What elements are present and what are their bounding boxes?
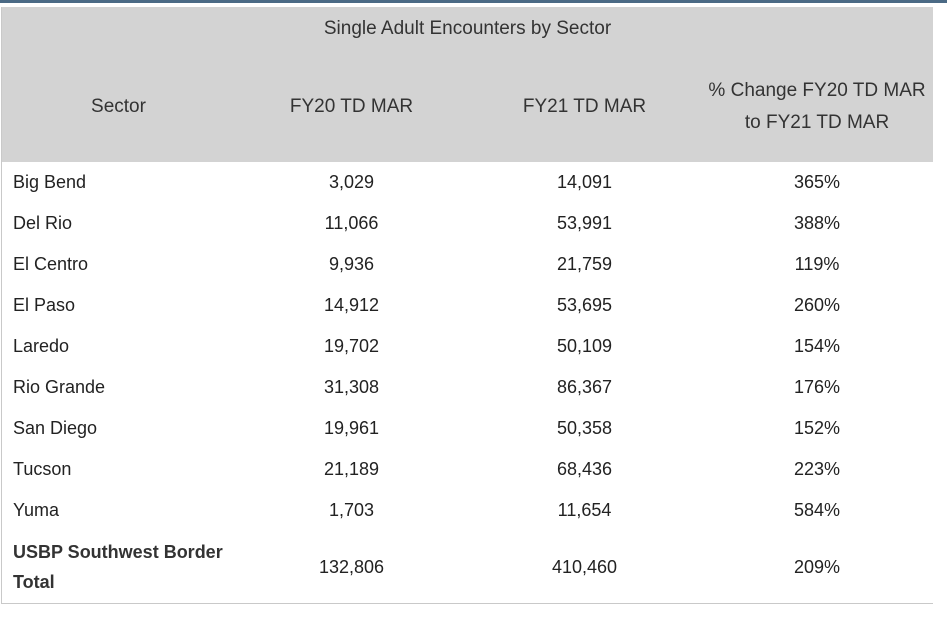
sector-name-cell: Big Bend (2, 162, 235, 203)
fy20-value-cell: 132,806 (235, 531, 468, 603)
fy20-value-cell: 31,308 (235, 367, 468, 408)
sector-name-cell: Tucson (2, 449, 235, 490)
pct-change-cell: 119% (701, 244, 934, 285)
table-row: Rio Grande 31,308 86,367 176% (2, 367, 934, 408)
sector-name-cell: San Diego (2, 408, 235, 449)
pct-change-cell: 388% (701, 203, 934, 244)
sector-name-cell: Rio Grande (2, 367, 235, 408)
fy20-value-cell: 14,912 (235, 285, 468, 326)
fy20-value-cell: 9,936 (235, 244, 468, 285)
fy21-value-cell: 11,654 (468, 490, 701, 531)
table-row: El Paso 14,912 53,695 260% (2, 285, 934, 326)
fy21-value-cell: 50,358 (468, 408, 701, 449)
table-row: Del Rio 11,066 53,991 388% (2, 203, 934, 244)
fy21-value-cell: 21,759 (468, 244, 701, 285)
sector-name-cell: El Centro (2, 244, 235, 285)
table-row: El Centro 9,936 21,759 119% (2, 244, 934, 285)
fy20-value-cell: 11,066 (235, 203, 468, 244)
header-sector: Sector (2, 51, 235, 162)
pct-change-cell: 365% (701, 162, 934, 203)
pct-change-cell: 176% (701, 367, 934, 408)
sector-name-cell: USBP Southwest Border Total (2, 531, 235, 603)
fy21-value-cell: 14,091 (468, 162, 701, 203)
fy21-value-cell: 53,991 (468, 203, 701, 244)
sector-name-cell: El Paso (2, 285, 235, 326)
fy21-value-cell: 50,109 (468, 326, 701, 367)
total-row: USBP Southwest Border Total 132,806 410,46… (2, 531, 934, 603)
header-fy21: FY21 TD MAR (468, 51, 701, 162)
sector-name-cell: Laredo (2, 326, 235, 367)
encounters-table: Single Adult Encounters by Sector Sector… (2, 7, 934, 603)
table-caption: Single Adult Encounters by Sector (2, 7, 934, 51)
header-pct-change: % Change FY20 TD MAR to FY21 TD MAR (701, 51, 934, 162)
top-rule (0, 0, 947, 3)
table-row: Tucson 21,189 68,436 223% (2, 449, 934, 490)
pct-change-cell: 152% (701, 408, 934, 449)
table-row: Big Bend 3,029 14,091 365% (2, 162, 934, 203)
fy20-value-cell: 21,189 (235, 449, 468, 490)
table-row: Laredo 19,702 50,109 154% (2, 326, 934, 367)
fy20-value-cell: 19,961 (235, 408, 468, 449)
fy21-value-cell: 86,367 (468, 367, 701, 408)
pct-change-cell: 584% (701, 490, 934, 531)
pct-change-cell: 209% (701, 531, 934, 603)
pct-change-cell: 223% (701, 449, 934, 490)
table-container: Single Adult Encounters by Sector Sector… (1, 7, 934, 604)
fy20-value-cell: 1,703 (235, 490, 468, 531)
table-row: Yuma 1,703 11,654 584% (2, 490, 934, 531)
fy20-value-cell: 19,702 (235, 326, 468, 367)
fy21-value-cell: 53,695 (468, 285, 701, 326)
pct-change-cell: 154% (701, 326, 934, 367)
header-fy20: FY20 TD MAR (235, 51, 468, 162)
table-row: San Diego 19,961 50,358 152% (2, 408, 934, 449)
fy20-value-cell: 3,029 (235, 162, 468, 203)
pct-change-cell: 260% (701, 285, 934, 326)
sector-name-cell: Del Rio (2, 203, 235, 244)
fy21-value-cell: 410,460 (468, 531, 701, 603)
sector-name-cell: Yuma (2, 490, 235, 531)
fy21-value-cell: 68,436 (468, 449, 701, 490)
